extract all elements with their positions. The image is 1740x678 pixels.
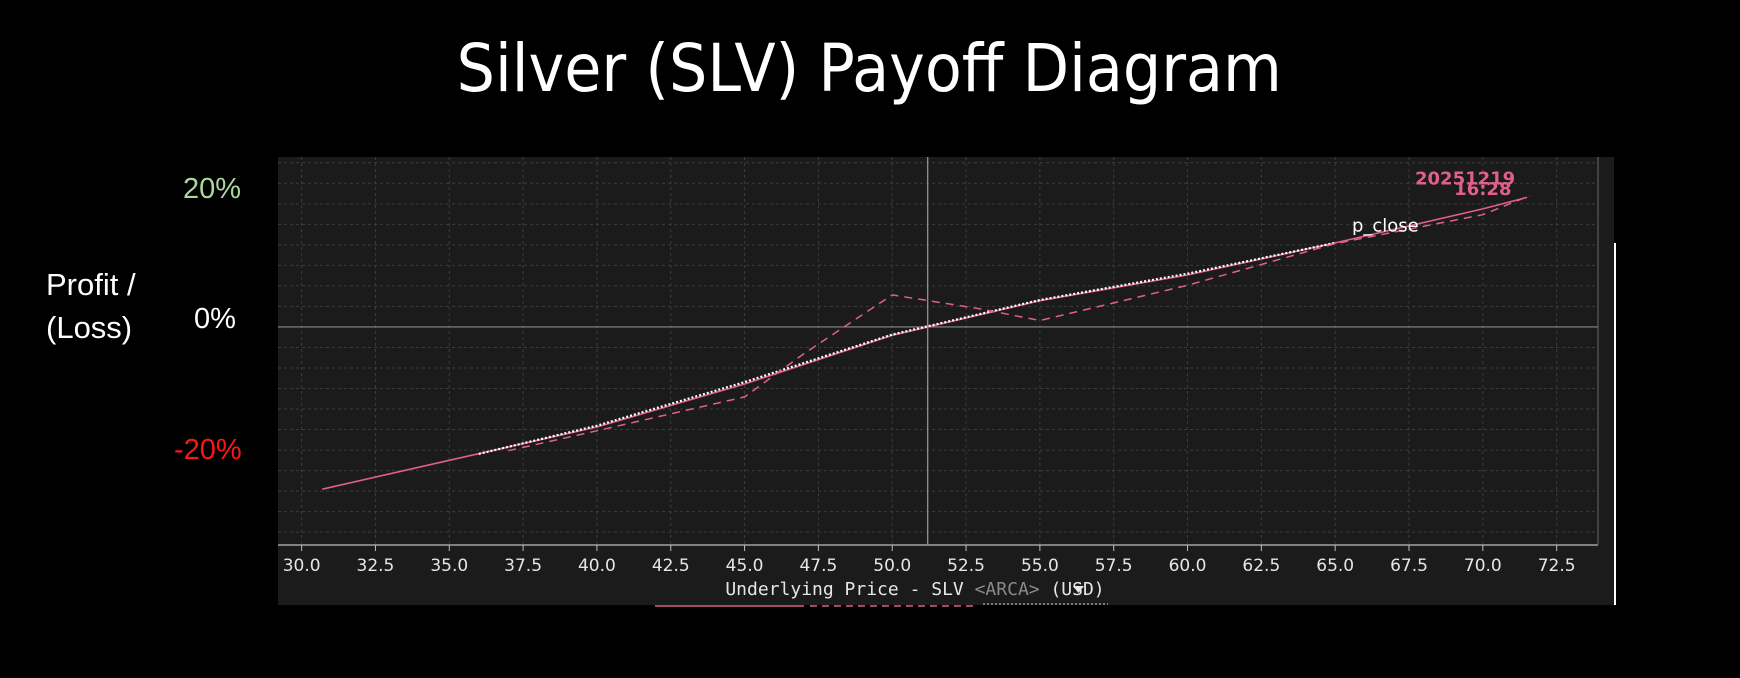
plot-area (278, 157, 1614, 605)
dropdown-arrow-icon (1073, 586, 1084, 593)
x-tick-label: 55.0 (1021, 556, 1059, 576)
annotation-label: 16:28 (1454, 179, 1511, 200)
x-tick-label: 60.0 (1169, 556, 1207, 576)
x-tick-label: 72.5 (1538, 556, 1576, 576)
x-tick-label: 42.5 (652, 556, 690, 576)
x-tick-label: 40.0 (578, 556, 616, 576)
x-tick-label: 52.5 (947, 556, 985, 576)
x-tick-label: 47.5 (799, 556, 837, 576)
x-tick-label: 30.0 (283, 556, 321, 576)
x-tick-label: 35.0 (430, 556, 468, 576)
x-axis-label-exchange: <ARCA> (975, 579, 1040, 600)
x-tick-label: 37.5 (504, 556, 542, 576)
x-tick-label: 57.5 (1095, 556, 1133, 576)
y-axis-label-line2: (Loss) (46, 310, 133, 345)
x-tick-label: 70.0 (1464, 556, 1502, 576)
x-tick-label: 32.5 (357, 556, 395, 576)
y-tick-minus-20: -20% (174, 434, 242, 466)
x-tick-label: 65.0 (1316, 556, 1354, 576)
series-line-p-close (478, 241, 1336, 455)
x-tick-label: 62.5 (1242, 556, 1280, 576)
y-axis-label-line1: Profit / (46, 267, 136, 302)
y-tick-20: 20% (183, 173, 242, 205)
x-tick-label: 45.0 (726, 556, 764, 576)
y-tick-0: 0% (194, 303, 236, 335)
x-tick-label: 50.0 (873, 556, 911, 576)
x-axis-label-currency: (USD) (1040, 579, 1105, 600)
annotation-label: p_close (1352, 215, 1419, 236)
x-tick-label: 67.5 (1390, 556, 1428, 576)
x-axis-label-main: Underlying Price - SLV (725, 579, 974, 600)
annotation-label: 20251219 (1415, 169, 1515, 190)
x-axis-label: Underlying Price - SLV <ARCA> (USD) (725, 579, 1104, 600)
y-axis-label: Profit / (Loss) (46, 263, 136, 349)
series-line-16-28 (508, 194, 1531, 452)
panel-edge-highlight (1614, 243, 1616, 605)
chart-title: Silver (SLV) Payoff Diagram (456, 30, 1282, 107)
